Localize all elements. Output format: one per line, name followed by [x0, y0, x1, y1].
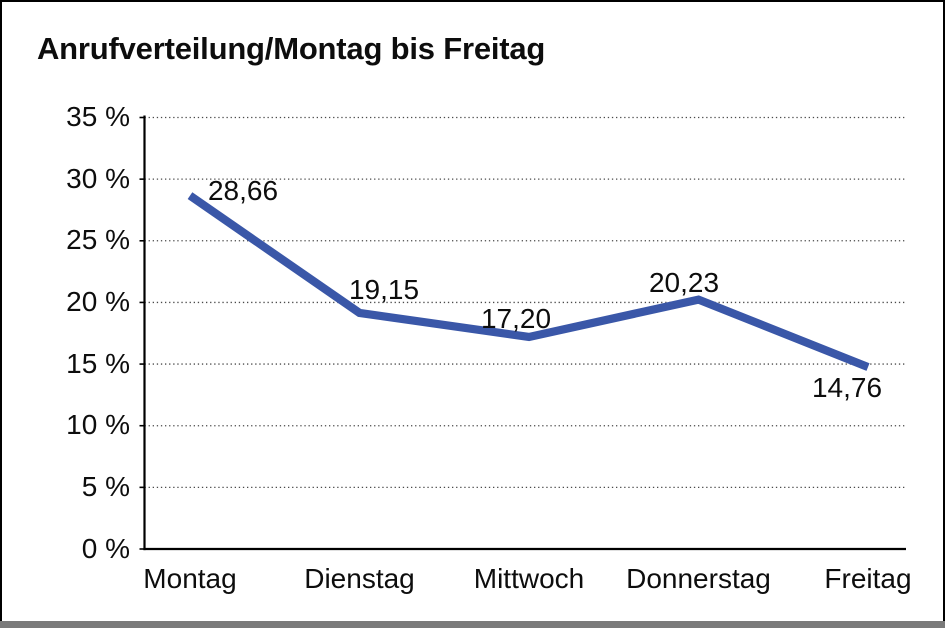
x-axis-category-label: Montag	[143, 563, 237, 594]
chart-title: Anrufverteilung/Montag bis Freitag	[37, 31, 546, 66]
x-axis-category-label: Donnerstag	[626, 563, 771, 594]
data-point-label: 17,20	[480, 302, 552, 334]
y-axis-tick-label: 20 %	[66, 285, 130, 317]
y-axis-tick-label: 15 %	[66, 347, 130, 379]
data-point-label: 19,15	[348, 273, 420, 305]
y-axis-tick-label: 35 %	[66, 101, 130, 132]
x-axis-category-label: Mittwoch	[473, 563, 585, 594]
y-axis-tick-label: 25 %	[66, 224, 130, 256]
y-axis-tick-label: 10 %	[66, 409, 130, 441]
x-axis-category-label: Freitag	[824, 563, 912, 594]
data-series	[187, 192, 870, 371]
data-point-label: 20,23	[648, 266, 720, 298]
data-line	[187, 192, 870, 371]
window-bottom-edge	[0, 621, 945, 628]
data-point-label: 14,76	[811, 372, 883, 404]
data-point-label: 28,66	[207, 174, 279, 206]
axes	[143, 115, 906, 551]
y-axis-tick-label: 0 %	[81, 532, 130, 564]
y-axis-tick-label: 5 %	[81, 470, 130, 502]
y-axis-tick-label: 30 %	[66, 162, 130, 194]
x-axis-category-label: Dienstag	[304, 563, 415, 594]
